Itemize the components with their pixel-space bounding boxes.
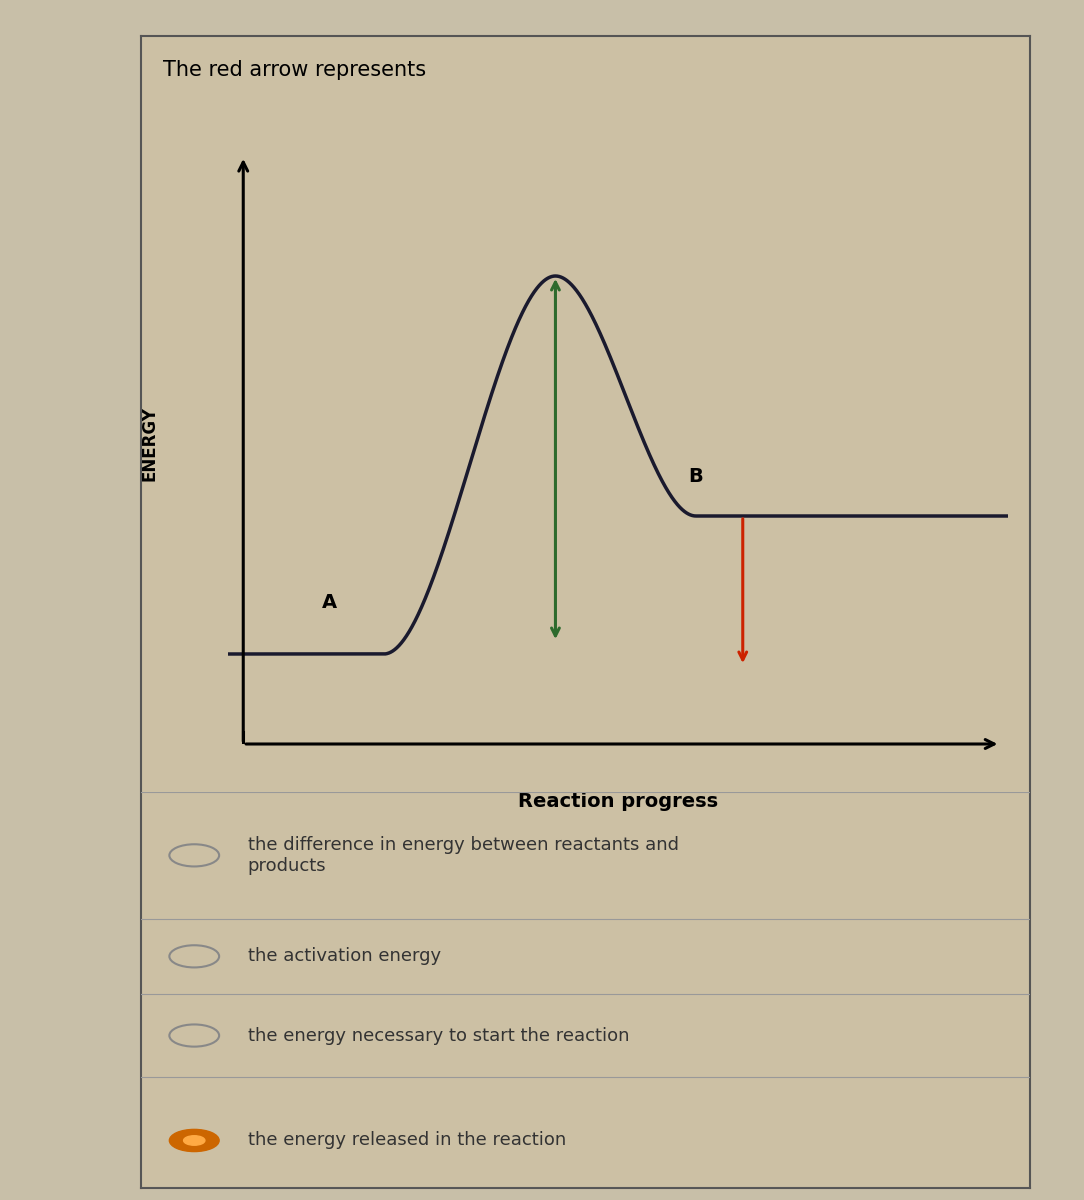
Circle shape [169, 1129, 219, 1152]
Text: the energy necessary to start the reaction: the energy necessary to start the reacti… [247, 1026, 629, 1044]
Text: the difference in energy between reactants and
products: the difference in energy between reactan… [247, 836, 679, 875]
Circle shape [183, 1135, 205, 1145]
Text: the activation energy: the activation energy [247, 947, 441, 965]
Text: ENERGY: ENERGY [141, 407, 158, 481]
Text: B: B [688, 467, 704, 486]
Text: The red arrow represents: The red arrow represents [163, 60, 426, 80]
Text: Reaction progress: Reaction progress [518, 792, 718, 811]
Text: the energy released in the reaction: the energy released in the reaction [247, 1132, 566, 1150]
Text: A: A [322, 593, 337, 612]
